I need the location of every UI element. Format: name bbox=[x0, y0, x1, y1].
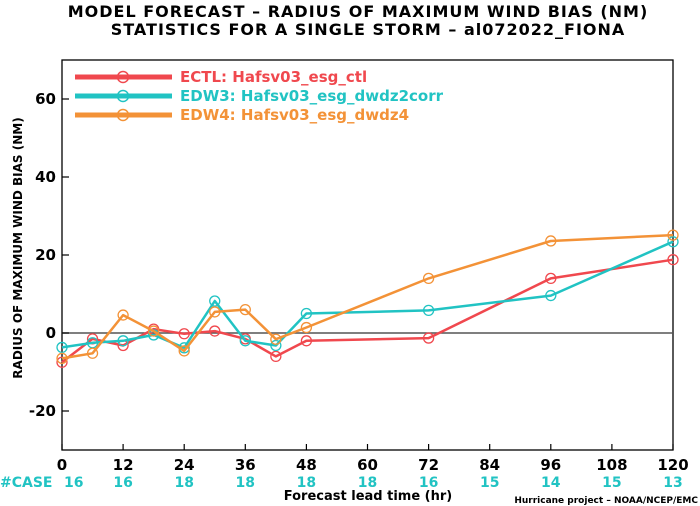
legend-item: EDW4: Hafsv03_esg_dwdz4 bbox=[75, 106, 409, 124]
chart-title-line-2: STATISTICS FOR A SINGLE STORM – al072022… bbox=[111, 20, 626, 39]
x-tick-label: 120 bbox=[657, 456, 688, 474]
legend-label: EDW3: Hafsv03_esg_dwdz2corr bbox=[180, 87, 444, 105]
x-tick-label: 12 bbox=[113, 456, 134, 474]
data-point bbox=[147, 325, 160, 337]
case-count: 18 bbox=[174, 475, 193, 491]
case-count-row: #CASE 16 16 18 18 18 18 16 15 14 15 13 bbox=[0, 475, 683, 491]
y-tick-label: -20 bbox=[29, 402, 56, 420]
y-tick-label: 20 bbox=[35, 246, 56, 264]
data-point bbox=[545, 235, 557, 247]
chart-title-line-1: MODEL FORECAST – RADIUS OF MAXIMUM WIND … bbox=[68, 2, 649, 21]
data-point bbox=[270, 333, 282, 345]
y-axis-label: RADIUS OF MAXIMUM WIND BIAS (NM) bbox=[11, 117, 25, 378]
case-count: 16 bbox=[64, 475, 83, 491]
series-lines bbox=[56, 229, 679, 368]
data-point bbox=[300, 321, 313, 334]
case-count: 18 bbox=[236, 475, 255, 491]
x-axis-label: Forecast lead time (hr) bbox=[284, 489, 452, 504]
legend-item: ECTL: Hafsv03_esg_ctl bbox=[75, 68, 367, 86]
x-tick-label: 60 bbox=[357, 456, 378, 474]
data-point bbox=[545, 289, 557, 302]
data-point bbox=[422, 272, 435, 285]
case-count: 15 bbox=[602, 475, 621, 491]
credit-text: Hurricane project – NOAA/NCEP/EMC bbox=[514, 496, 698, 506]
case-count: 16 bbox=[113, 475, 132, 491]
legend-item: EDW3: Hafsv03_esg_dwdz2corr bbox=[75, 87, 444, 105]
data-point bbox=[300, 307, 313, 320]
data-point bbox=[422, 332, 435, 344]
data-point bbox=[667, 229, 679, 241]
case-count: 13 bbox=[663, 475, 682, 491]
data-point bbox=[209, 306, 221, 318]
y-tick-label: 60 bbox=[35, 90, 56, 108]
x-tick-label: 84 bbox=[479, 456, 500, 474]
case-count: 18 bbox=[358, 475, 377, 491]
data-point bbox=[209, 325, 221, 337]
legend-marker bbox=[116, 70, 130, 84]
x-tick-label: 96 bbox=[540, 456, 561, 474]
data-point bbox=[117, 309, 129, 321]
x-axis-ticks: 0 12 24 36 48 60 72 84 96 108 120 bbox=[57, 444, 689, 474]
data-point bbox=[178, 328, 190, 340]
series-line bbox=[61, 233, 674, 360]
legend-marker bbox=[116, 108, 130, 122]
data-point bbox=[270, 350, 282, 363]
x-tick-label: 48 bbox=[296, 456, 317, 474]
data-point bbox=[422, 304, 435, 317]
data-point bbox=[178, 345, 190, 357]
case-count: 14 bbox=[541, 475, 561, 491]
data-point bbox=[667, 254, 679, 266]
y-tick-label: 40 bbox=[35, 168, 56, 186]
legend-marker bbox=[116, 89, 130, 103]
x-tick-label: 0 bbox=[57, 456, 67, 474]
data-point bbox=[667, 236, 679, 248]
data-point bbox=[56, 341, 68, 354]
data-point bbox=[117, 335, 129, 347]
data-point bbox=[209, 295, 221, 307]
chart-titles: MODEL FORECAST – RADIUS OF MAXIMUM WIND … bbox=[68, 2, 649, 39]
legend-label: EDW4: Hafsv03_esg_dwdz4 bbox=[180, 106, 409, 124]
data-point bbox=[300, 335, 313, 347]
data-point bbox=[239, 335, 251, 347]
data-point bbox=[86, 347, 99, 359]
case-count: 18 bbox=[297, 475, 316, 491]
x-tick-label: 72 bbox=[418, 456, 439, 474]
y-tick-label: 0 bbox=[46, 324, 56, 342]
data-point bbox=[545, 272, 557, 285]
x-tick-label: 24 bbox=[174, 456, 195, 474]
case-count: 15 bbox=[480, 475, 499, 491]
x-tick-label: 108 bbox=[596, 456, 627, 474]
data-point bbox=[239, 303, 251, 316]
y-axis-ticks: -20 0 20 40 60 bbox=[29, 90, 69, 420]
case-count: 16 bbox=[419, 475, 438, 491]
data-point bbox=[56, 352, 68, 365]
x-tick-label: 36 bbox=[235, 456, 256, 474]
data-point bbox=[270, 339, 282, 352]
legend-label: ECTL: Hafsv03_esg_ctl bbox=[180, 68, 367, 86]
series-3 bbox=[56, 229, 679, 365]
case-label: #CASE bbox=[0, 475, 53, 491]
